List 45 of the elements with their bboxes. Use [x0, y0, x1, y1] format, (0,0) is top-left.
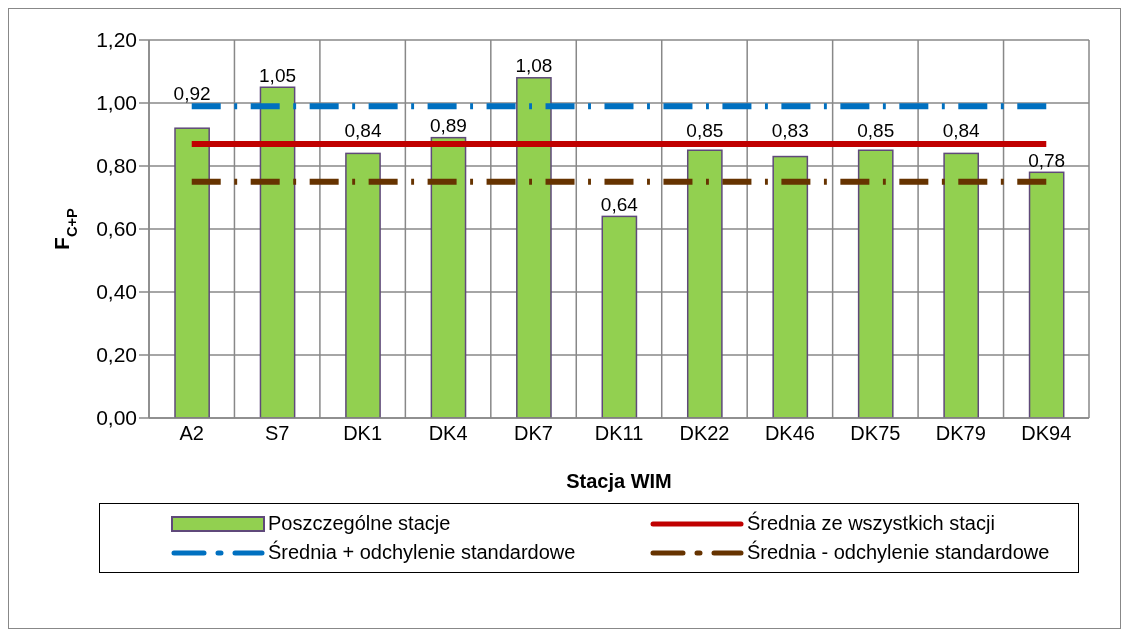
x-tick-label: DK1	[343, 422, 383, 445]
x-axis-title: Stacja WIM	[566, 470, 672, 492]
data-label: 0,92	[173, 82, 211, 104]
x-tick-label: DK94	[1021, 422, 1072, 445]
data-label: 1,05	[259, 64, 297, 86]
data-label: 0,85	[857, 120, 895, 142]
x-tick-label: S7	[264, 422, 290, 445]
bar	[857, 149, 894, 418]
y-tick-label: 0,60	[96, 217, 137, 241]
bar	[772, 155, 809, 418]
y-tick-label: 1,00	[96, 91, 137, 115]
x-tick-label: A2	[179, 422, 204, 445]
bar	[1028, 171, 1065, 418]
x-tick-label: DK75	[850, 422, 901, 445]
y-tick-label: 0,20	[96, 343, 137, 367]
y-tick-label: 0,80	[96, 154, 137, 178]
legend-label: Poszczególne stacje	[268, 512, 451, 535]
data-label: 0,83	[771, 120, 809, 142]
data-label: 0,89	[429, 115, 467, 137]
legend-label: Średnia ze wszystkich stacji	[747, 512, 995, 535]
bar	[174, 127, 210, 418]
data-label: 0,84	[344, 120, 382, 142]
x-tick-label: DK46	[764, 422, 815, 445]
x-tick-label: DK22	[679, 422, 730, 445]
y-tick-label: 0,40	[96, 280, 137, 304]
legend-label: Średnia - odchylenie standardowe	[747, 541, 1050, 564]
x-tick-label: DK7	[514, 422, 553, 445]
legend-label: Średnia + odchylenie standardowe	[268, 541, 576, 564]
bar	[345, 152, 381, 418]
data-label: 0,84	[942, 120, 981, 142]
data-label: 0,64	[600, 193, 639, 215]
x-tick-label: DK4	[428, 422, 468, 445]
bar	[943, 152, 980, 418]
bar	[516, 77, 552, 418]
y-tick-label: 1,20	[96, 28, 137, 52]
x-tick-label: DK11	[594, 422, 644, 445]
bar	[259, 86, 296, 418]
bar	[430, 136, 467, 418]
x-tick-label: DK79	[935, 422, 986, 445]
y-tick-label: 0,00	[96, 406, 137, 430]
bar	[601, 215, 638, 418]
data-label: 0,85	[686, 120, 724, 142]
data-label: 1,08	[515, 55, 553, 77]
bar	[686, 149, 723, 418]
data-label: 0,78	[1028, 149, 1066, 171]
